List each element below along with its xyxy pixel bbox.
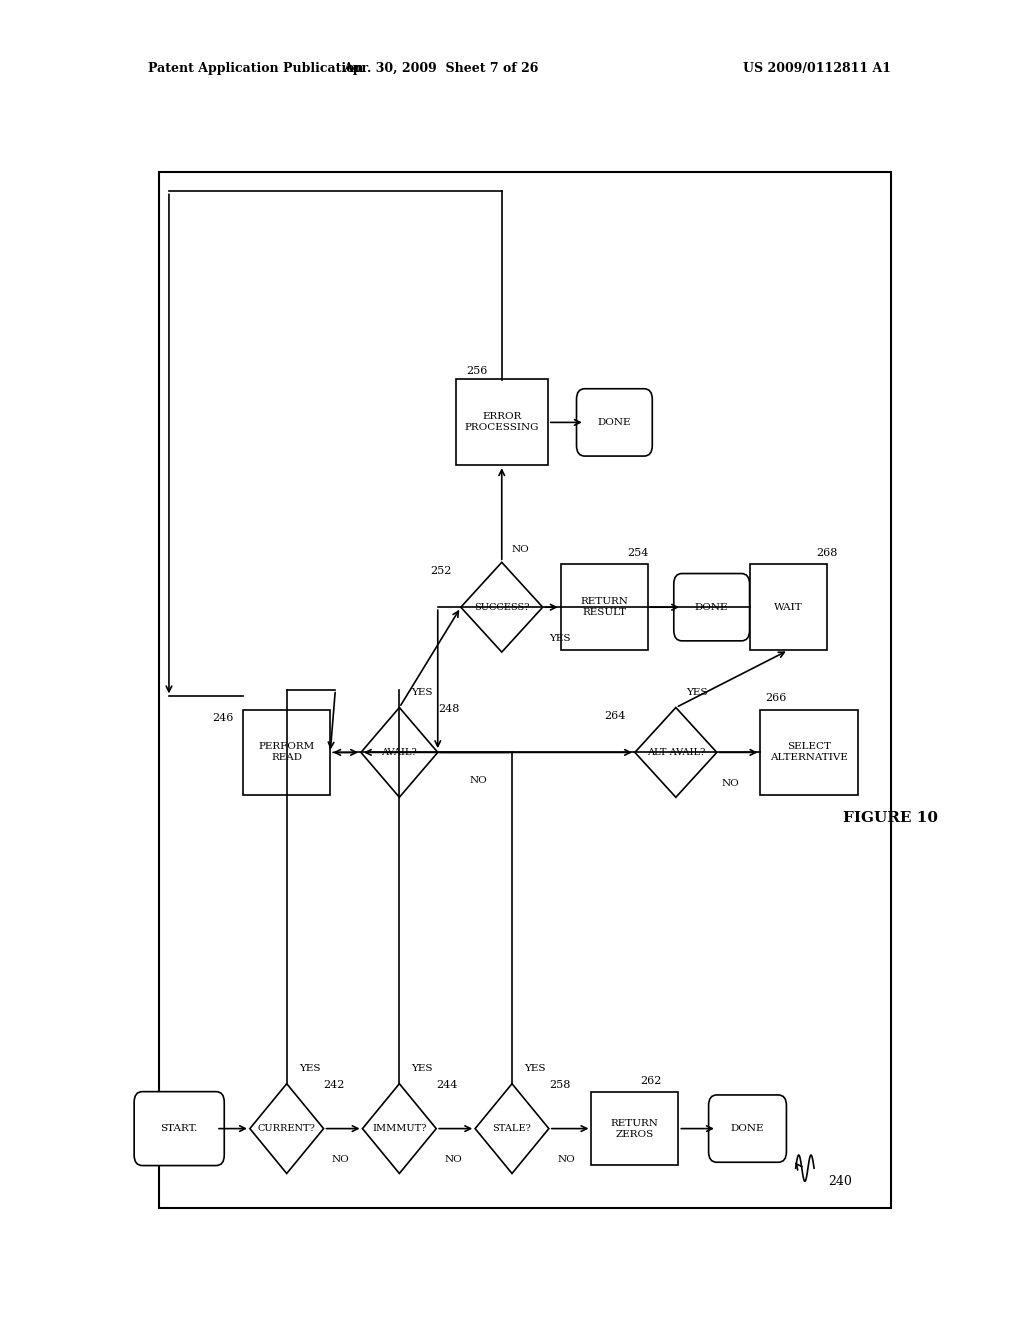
Polygon shape xyxy=(250,1084,324,1173)
Text: NO: NO xyxy=(557,1155,574,1164)
Text: 254: 254 xyxy=(627,548,648,557)
Polygon shape xyxy=(475,1084,549,1173)
Text: 246: 246 xyxy=(213,713,233,722)
Text: 256: 256 xyxy=(466,366,487,375)
Text: NO: NO xyxy=(444,1155,462,1164)
FancyBboxPatch shape xyxy=(134,1092,224,1166)
Text: 262: 262 xyxy=(640,1076,662,1085)
Text: PERFORM
READ: PERFORM READ xyxy=(259,742,314,763)
Text: NO: NO xyxy=(722,779,739,788)
Text: 264: 264 xyxy=(604,710,626,721)
Text: YES: YES xyxy=(524,1064,546,1073)
Bar xyxy=(750,565,827,649)
Text: 268: 268 xyxy=(817,548,838,557)
FancyBboxPatch shape xyxy=(577,388,652,455)
Bar xyxy=(760,710,858,795)
Text: 266: 266 xyxy=(766,693,786,702)
FancyBboxPatch shape xyxy=(674,573,750,640)
Text: 248: 248 xyxy=(438,704,459,714)
Text: FIGURE 10: FIGURE 10 xyxy=(844,812,938,825)
Text: START.: START. xyxy=(161,1125,198,1133)
Text: SUCCESS?: SUCCESS? xyxy=(474,603,529,611)
Text: DONE: DONE xyxy=(598,418,631,426)
Text: IMMMUT?: IMMMUT? xyxy=(372,1125,427,1133)
Text: YES: YES xyxy=(549,634,570,643)
Text: ERROR
PROCESSING: ERROR PROCESSING xyxy=(465,412,539,433)
Text: NO: NO xyxy=(332,1155,349,1164)
Text: US 2009/0112811 A1: US 2009/0112811 A1 xyxy=(742,62,891,75)
FancyBboxPatch shape xyxy=(709,1096,786,1163)
Text: NO: NO xyxy=(512,545,529,554)
Polygon shape xyxy=(461,562,543,652)
Bar xyxy=(159,172,891,1208)
Text: RETURN
ZEROS: RETURN ZEROS xyxy=(611,1118,658,1139)
Text: Patent Application Publication: Patent Application Publication xyxy=(148,62,364,75)
Bar xyxy=(244,710,330,795)
Text: 252: 252 xyxy=(430,565,452,576)
Polygon shape xyxy=(362,1084,436,1173)
Text: Apr. 30, 2009  Sheet 7 of 26: Apr. 30, 2009 Sheet 7 of 26 xyxy=(343,62,538,75)
Bar xyxy=(456,379,548,465)
Text: YES: YES xyxy=(299,1064,321,1073)
Text: DONE: DONE xyxy=(695,603,728,611)
Text: STALE?: STALE? xyxy=(493,1125,531,1133)
Text: AVAIL?: AVAIL? xyxy=(382,748,417,756)
Bar xyxy=(592,1093,678,1166)
Text: YES: YES xyxy=(412,1064,433,1073)
Text: SELECT
ALTERNATIVE: SELECT ALTERNATIVE xyxy=(770,742,848,763)
Text: RETURN
RESULT: RETURN RESULT xyxy=(581,597,628,618)
Text: WAIT: WAIT xyxy=(774,603,803,611)
Polygon shape xyxy=(361,708,438,797)
Text: YES: YES xyxy=(412,688,433,697)
Text: 240: 240 xyxy=(827,1175,852,1188)
Text: YES: YES xyxy=(686,688,708,697)
Text: DONE: DONE xyxy=(731,1125,764,1133)
Polygon shape xyxy=(635,708,717,797)
Text: ALT AVAIL?: ALT AVAIL? xyxy=(646,748,706,756)
Text: 242: 242 xyxy=(324,1080,345,1090)
Bar xyxy=(561,565,647,649)
Text: NO: NO xyxy=(470,776,487,785)
Text: 244: 244 xyxy=(436,1080,458,1090)
Text: 258: 258 xyxy=(549,1080,570,1090)
Text: CURRENT?: CURRENT? xyxy=(258,1125,315,1133)
